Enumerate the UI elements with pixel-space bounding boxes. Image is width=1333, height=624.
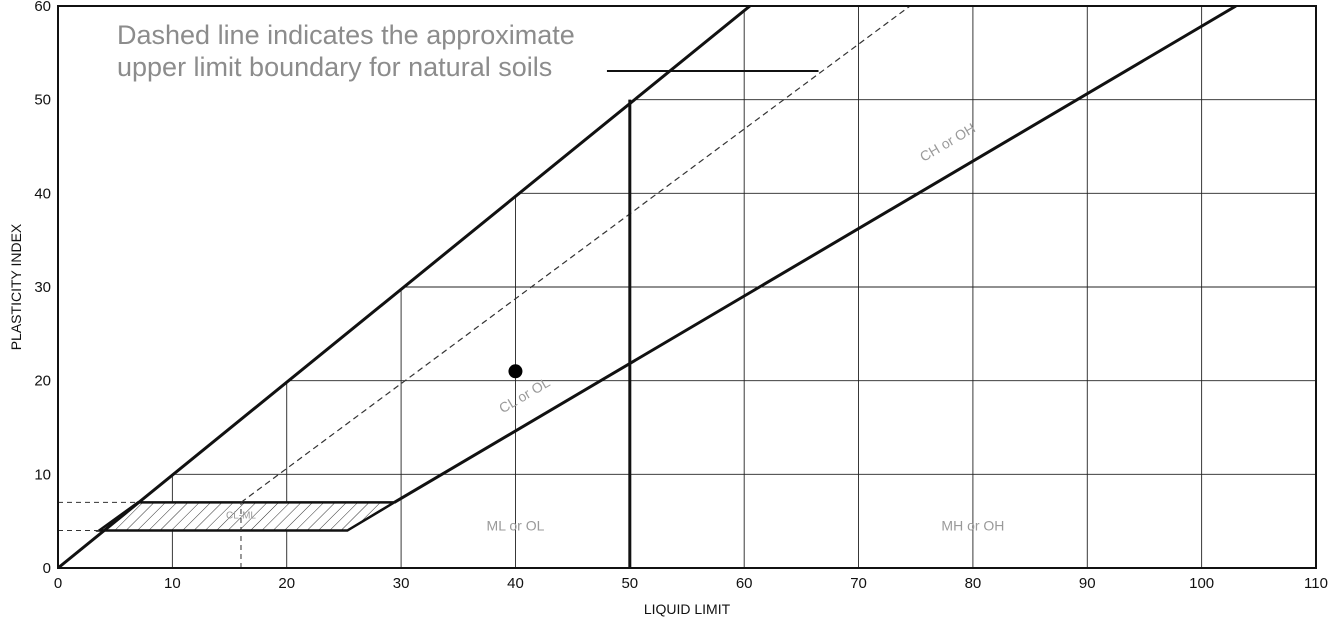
tick-labels: 0 10 20 30 40 50 60 70 80 90 100 110 0 10 20 30 40 50 60 bbox=[34, 0, 1328, 592]
a-line bbox=[393, 6, 1237, 504]
x-tick-label: 20 bbox=[278, 575, 295, 592]
x-tick-label: 80 bbox=[965, 575, 982, 592]
x-tick-label: 50 bbox=[621, 575, 638, 592]
x-tick-label: 70 bbox=[850, 575, 867, 592]
zone-label: MH or OH bbox=[941, 518, 1004, 534]
x-tick-label: 0 bbox=[54, 575, 62, 592]
y-tick-label: 50 bbox=[34, 92, 51, 109]
data-point bbox=[508, 364, 523, 379]
plot-frame bbox=[57, 5, 1317, 569]
annotation: Dashed line indicates the approximateupp… bbox=[117, 20, 819, 82]
plot-border bbox=[57, 5, 1317, 569]
y-tick-label: 10 bbox=[34, 466, 51, 483]
boundary-lines bbox=[58, 6, 1237, 568]
y-tick-label: 30 bbox=[34, 279, 51, 296]
grid bbox=[171, 6, 1316, 568]
y-tick-label: 60 bbox=[34, 0, 51, 15]
x-tick-label: 60 bbox=[736, 575, 753, 592]
zone-label: CL-ML bbox=[226, 510, 256, 521]
x-tick-label: 10 bbox=[164, 575, 181, 592]
x-axis-title: LIQUID LIMIT bbox=[644, 601, 731, 617]
x-tick-label: 40 bbox=[507, 575, 524, 592]
x-tick-label: 110 bbox=[1304, 575, 1328, 592]
y-tick-label: 20 bbox=[34, 373, 51, 390]
upper-limit-dashed-line bbox=[240, 6, 911, 503]
zone-labels: CH or OH CL or OL ML or OL MH or OH CL-ML bbox=[226, 120, 1004, 534]
zone-label: CH or OH bbox=[917, 120, 978, 165]
x-tick-label: 100 bbox=[1189, 575, 1214, 592]
zone-label: ML or OL bbox=[487, 518, 545, 534]
y-tick-label: 40 bbox=[34, 185, 51, 202]
y-axis-title: PLASTICITY INDEX bbox=[8, 223, 24, 350]
annotation-line: upper limit boundary for natural soils bbox=[117, 52, 552, 82]
cl-ml-band bbox=[58, 501, 399, 568]
u-line bbox=[58, 6, 751, 568]
data-points bbox=[508, 364, 523, 379]
x-tick-label: 90 bbox=[1079, 575, 1096, 592]
annotation-line: Dashed line indicates the approximate bbox=[117, 20, 575, 50]
y-tick-label: 0 bbox=[43, 560, 51, 577]
x-tick-label: 30 bbox=[393, 575, 410, 592]
zone-label: CL or OL bbox=[496, 374, 553, 416]
